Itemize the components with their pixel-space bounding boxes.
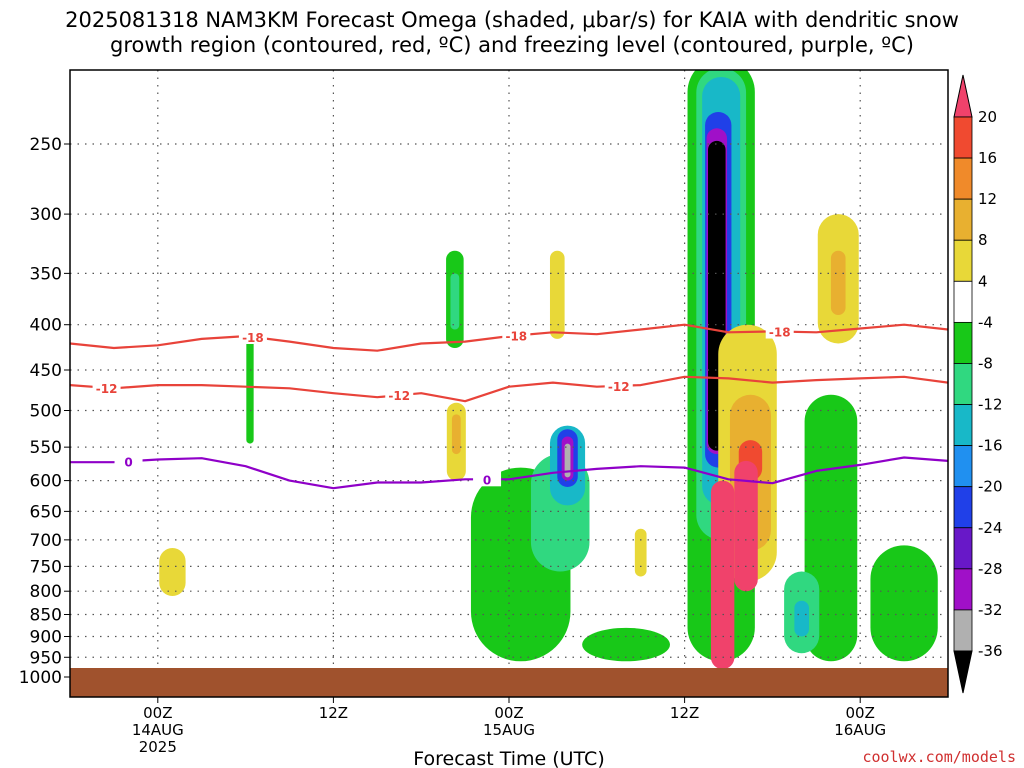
contour-label-bg [238, 329, 267, 345]
temperature-contours: -18 -18 -18 -12 -12 -12 0 0 [70, 323, 948, 490]
contour-label-bg [114, 453, 143, 469]
contour-label: -12 [608, 380, 630, 394]
chart-title-line1: 2025081318 NAM3KM Forecast Omega (shaded… [65, 8, 959, 32]
contour-line-2 [70, 456, 948, 490]
y-tick-label: 700 [30, 531, 62, 551]
y-tick-label: 850 [30, 606, 62, 626]
contour-line-1 [70, 375, 948, 403]
colorbar-label: -8 [978, 354, 993, 372]
y-tick-label: 450 [30, 361, 62, 381]
y-axis-ticks: 2503003504004505005506006507007508008509… [19, 135, 70, 688]
colorbar-label: -20 [978, 478, 1003, 496]
colorbar-box [953, 363, 973, 405]
colorbar-box [953, 239, 973, 282]
y-tick-label: 550 [30, 438, 62, 458]
contour-label-bg [765, 323, 794, 339]
colorbar-box [953, 404, 973, 447]
x-tick-label: 00Z [494, 704, 523, 722]
omega-region-11 [564, 443, 571, 478]
contour-label: -18 [769, 326, 791, 340]
y-tick-label: 500 [30, 402, 62, 422]
y-tick-label: 1000 [19, 668, 62, 688]
contour-label-bg [92, 379, 121, 395]
x-tick-label: 14AUG [132, 721, 184, 739]
colorbar-label: 8 [978, 231, 988, 249]
y-tick-label: 900 [30, 627, 62, 647]
colorbar-label: -4 [978, 313, 993, 331]
x-tick-label: 15AUG [483, 721, 535, 739]
ground-surface [70, 668, 948, 697]
omega-region-5 [451, 414, 461, 455]
colorbar-label: -28 [978, 560, 1003, 578]
colorbar-label: -36 [978, 642, 1003, 660]
colorbar-label: 16 [978, 149, 997, 167]
colorbar-label: -24 [978, 519, 1003, 537]
colorbar-legend: 20 16 12 8 4 -4 -8 -12 -16 -20 -24 -28 -32 -36 [953, 74, 1003, 694]
x-tick-label: 12Z [670, 704, 699, 722]
omega-region-28 [870, 545, 938, 662]
omega-region-31 [582, 627, 670, 662]
colorbar-box [953, 198, 973, 241]
contour-label-bg [385, 387, 414, 403]
contour-label-bg [473, 471, 502, 487]
x-tick-label: 2025 [139, 738, 177, 756]
colorbar-box [953, 116, 973, 159]
omega-region-30 [794, 600, 809, 637]
y-tick-label: 300 [30, 205, 62, 225]
colorbar-top-arrow [953, 74, 973, 118]
colorbar-box [953, 527, 973, 570]
contour-label: -18 [242, 331, 264, 345]
y-tick-label: 600 [30, 472, 62, 492]
x-tick-label: 00Z [846, 704, 875, 722]
contour-label: 0 [483, 473, 491, 487]
colorbar-box [953, 568, 973, 611]
contour-label: -12 [96, 382, 118, 396]
colorbar-label: 12 [978, 190, 997, 208]
y-tick-label: 650 [30, 502, 62, 522]
colorbar-bottom-arrow [953, 650, 973, 694]
omega-region-12 [549, 250, 565, 339]
contour-label: -12 [388, 389, 410, 403]
colorbar-box [953, 321, 973, 364]
omega-region-13 [634, 528, 647, 577]
colorbar-label: -32 [978, 601, 1003, 619]
contour-label-bg [604, 377, 633, 393]
y-tick-label: 950 [30, 648, 62, 668]
y-tick-label: 400 [30, 316, 62, 336]
omega-region-23 [710, 480, 735, 670]
y-tick-label: 800 [30, 582, 62, 602]
omega-region-24 [734, 460, 758, 592]
omega-shading [159, 70, 938, 670]
credit-link[interactable]: coolwx.com/models [862, 748, 1016, 766]
x-tick-label: 16AUG [834, 721, 886, 739]
y-tick-label: 750 [30, 557, 62, 577]
x-axis-label: Forecast Time (UTC) [413, 748, 604, 768]
colorbar-label: -16 [978, 437, 1003, 455]
contour-label-bg [502, 327, 531, 343]
y-tick-label: 350 [30, 264, 62, 284]
x-tick-label: 12Z [319, 704, 348, 722]
colorbar-label: 4 [978, 272, 988, 290]
colorbar-box [953, 280, 973, 323]
colorbar-box [953, 157, 973, 200]
colorbar-box [953, 486, 973, 529]
omega-region-26 [830, 250, 846, 315]
colorbar-label: -12 [978, 396, 1003, 414]
omega-region-3 [450, 273, 460, 330]
colorbar-box [953, 445, 973, 488]
omega-region-0 [159, 548, 186, 596]
contour-label: -18 [505, 329, 527, 343]
y-tick-label: 250 [30, 135, 62, 155]
contour-label: 0 [124, 455, 132, 469]
colorbar-label: 20 [978, 108, 997, 126]
omega-region-1 [246, 334, 254, 444]
x-tick-label: 00Z [143, 704, 172, 722]
chart-title-line2: growth region (contoured, red, ºC) and f… [110, 33, 914, 57]
colorbar-box [953, 609, 973, 652]
